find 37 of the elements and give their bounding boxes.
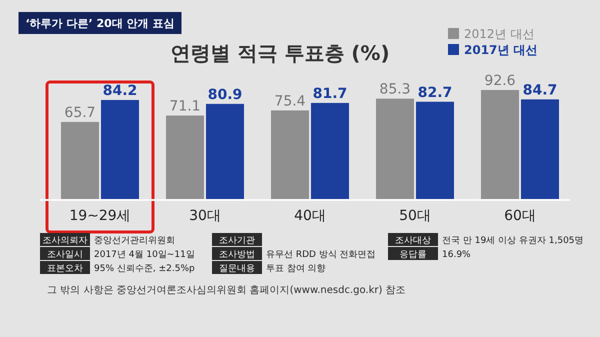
text: 조사일시 — [47, 250, 83, 260]
data-label: 65.7 — [64, 104, 96, 121]
chart-title: 연령별 적극 투표층 (%) — [170, 41, 390, 65]
x-tick-label: 19~29세 — [69, 208, 131, 224]
text: 조사대상 — [395, 236, 431, 246]
text: 응답률 — [400, 250, 426, 260]
legend-label: 2017년 대선 — [464, 43, 538, 57]
text: 조사방법 — [219, 250, 255, 260]
x-tick-label: 60대 — [504, 208, 536, 224]
data-label: 84.7 — [522, 82, 558, 98]
x-tick-label: 50대 — [399, 208, 431, 224]
text: 조사기관 — [219, 236, 255, 246]
text: 투표 참여 의향 — [266, 264, 326, 274]
data-label: 81.7 — [312, 86, 348, 102]
data-label: 71.1 — [169, 98, 201, 115]
data-label: 75.4 — [274, 93, 306, 110]
text: 질문내용 — [219, 264, 255, 274]
data-label: 80.9 — [208, 86, 242, 103]
legend-label: 2012년 대선 — [464, 27, 534, 41]
text: 95% 신뢰수준, ±2.5%p — [94, 264, 195, 274]
text: 전국 만 19세 이상 유권자 1,505명 — [442, 236, 584, 246]
data-label: 82.7 — [418, 84, 452, 101]
data-label: 92.6 — [484, 73, 516, 89]
data-label: 85.3 — [379, 82, 411, 98]
x-tick-label: 30대 — [189, 208, 221, 224]
text: 조사의뢰자 — [42, 236, 88, 246]
legend-item: 2017년 대선 — [448, 43, 538, 57]
legend-item: 2012년 대선 — [448, 27, 534, 41]
text: 유무선 RDD 방식 전화면접 — [266, 250, 376, 260]
text: 그 밖의 사항은 중앙선거여론조사심의위원회 홈페이지(www.nesdc.go.kr) 참조 — [47, 285, 406, 296]
chart-subtitle: ‘하루가 다른’ 20대 안개 표심 — [26, 17, 174, 30]
data-label: 84.2 — [102, 82, 138, 99]
x-tick-label: 40대 — [294, 208, 326, 224]
text: 16.9% — [442, 250, 472, 260]
text: 2017년 4월 10일~11일 — [94, 250, 195, 260]
text: 표본오차 — [47, 264, 83, 274]
text: 중앙선거관리위원회 — [94, 236, 175, 246]
